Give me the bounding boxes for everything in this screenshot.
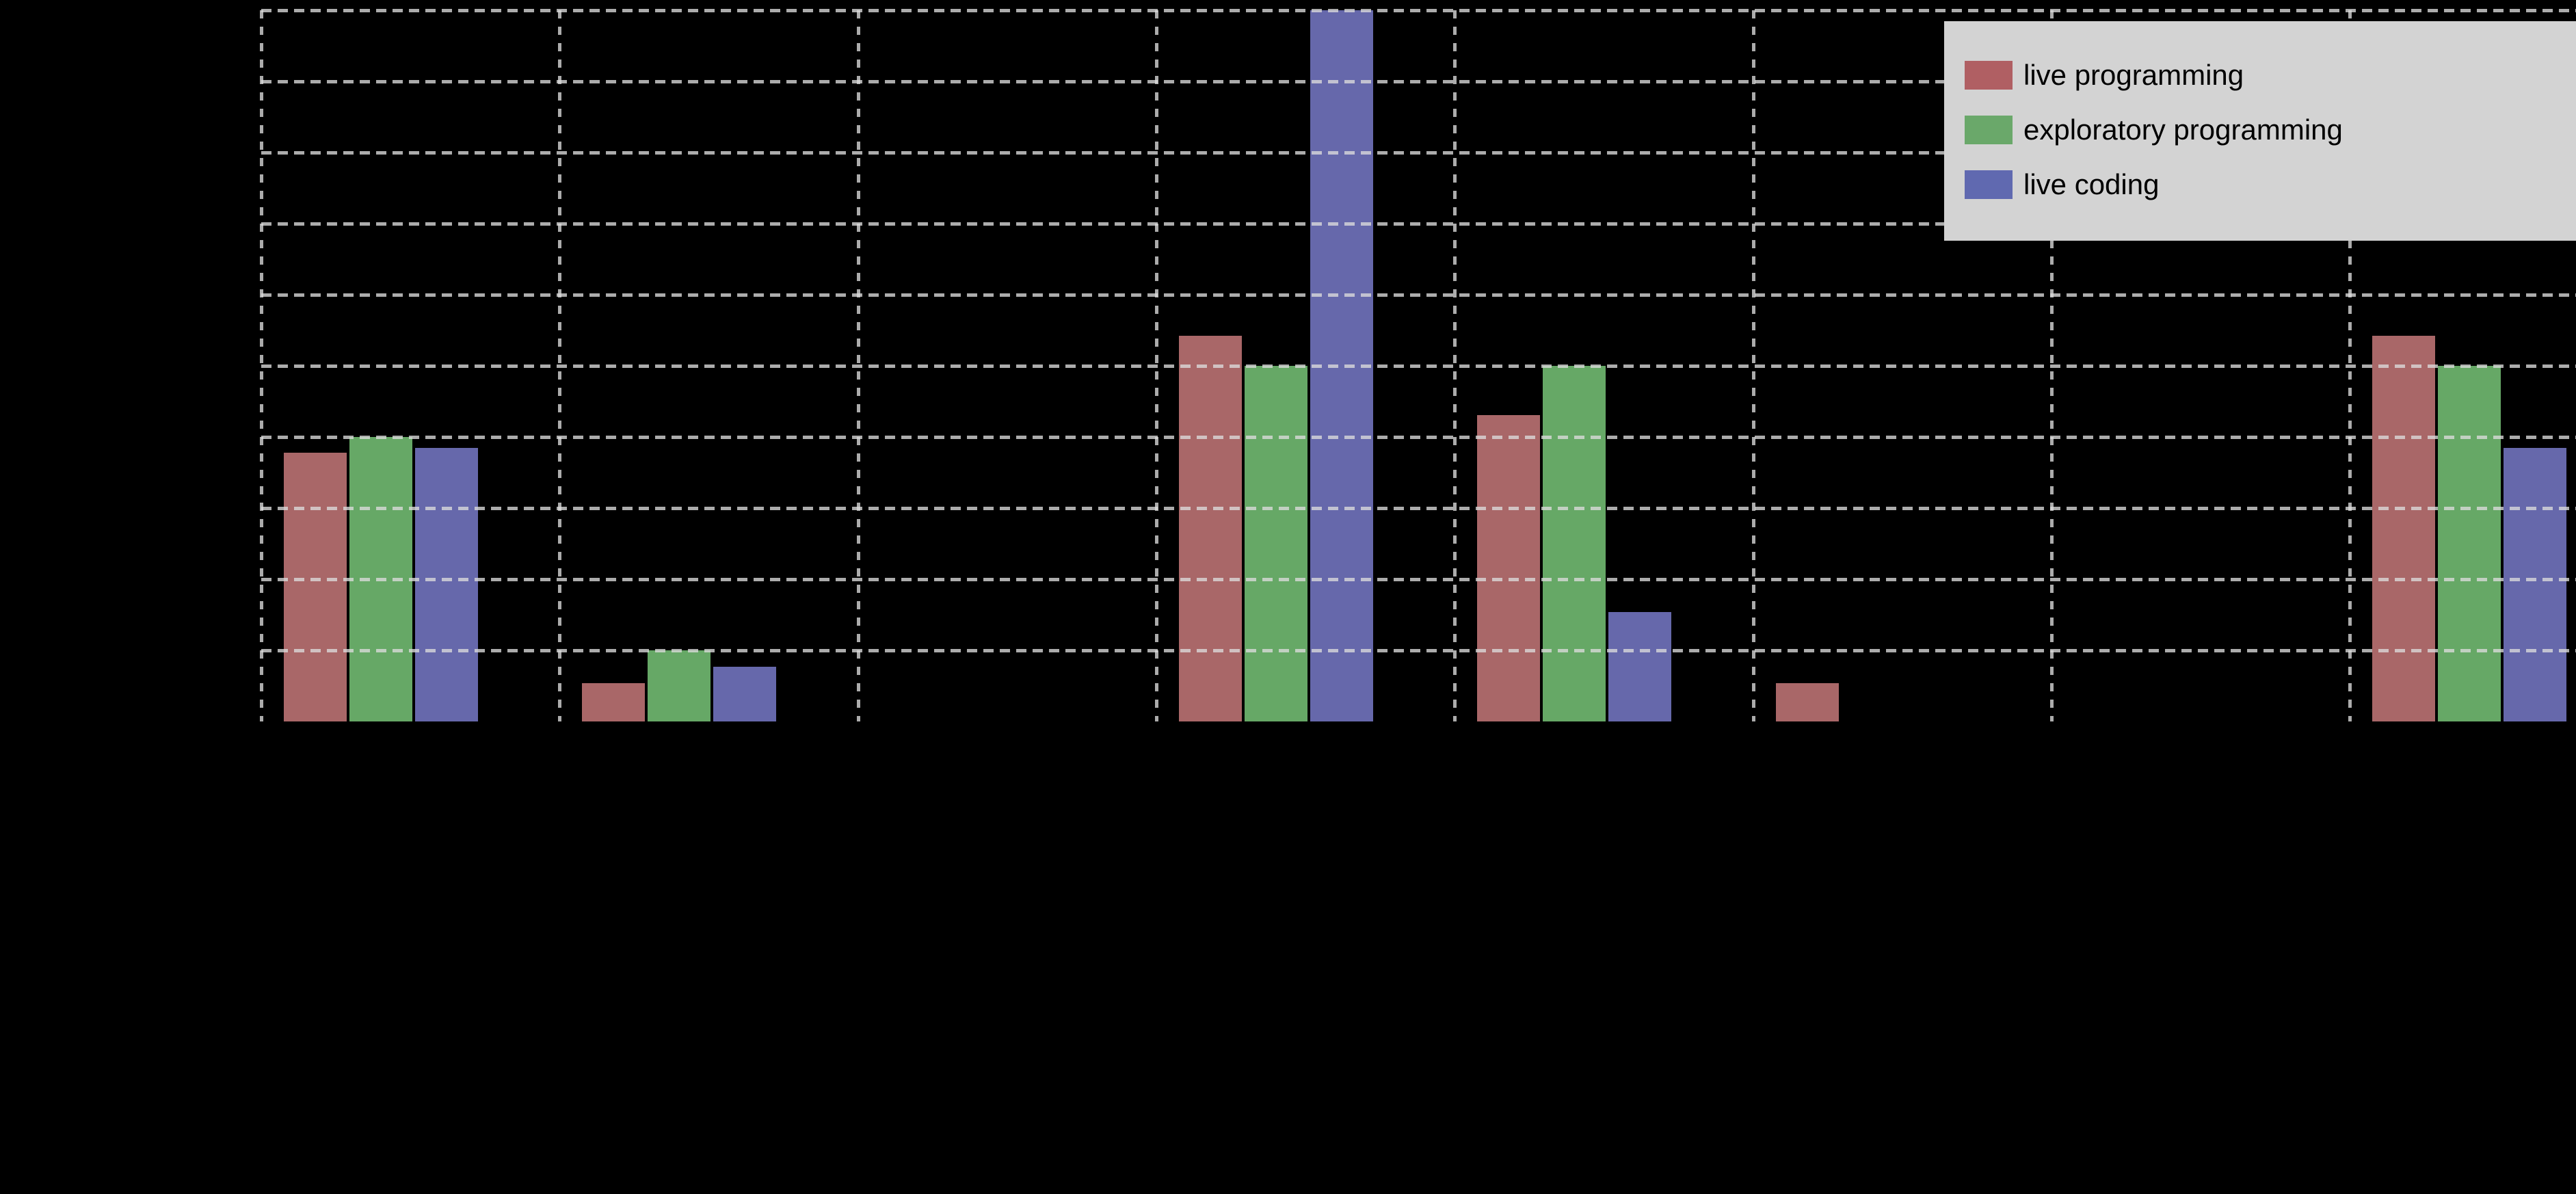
bar-exploratory-programming-cat8 [2438, 366, 2501, 721]
y-gridline [261, 222, 2576, 226]
legend-label-live-programming: live programming [2023, 59, 2244, 91]
x-gridline [857, 10, 860, 721]
x-gridline [2348, 10, 2352, 721]
legend-swatch-live-coding [1965, 170, 2013, 199]
y-gridline [261, 293, 2576, 297]
bar-exploratory-programming-cat5 [1543, 366, 1606, 721]
y-gridline [261, 507, 2576, 510]
y-gridline [261, 578, 2576, 581]
bar-live-coding-cat1 [415, 448, 478, 721]
bar-live-coding-cat5 [1608, 612, 1671, 721]
bar-live-coding-cat8 [2504, 448, 2566, 721]
x-gridline [260, 10, 263, 721]
legend-swatch-live-programming [1965, 61, 2013, 90]
y-gridline [261, 80, 2576, 83]
legend-label-live-coding: live coding [2023, 168, 2160, 200]
y-gridline [261, 151, 2576, 155]
x-gridline [1453, 10, 1457, 721]
legend: live programming exploratory programming… [1944, 21, 2576, 241]
bar-live-programming-cat8 [2372, 336, 2435, 721]
bar-live-programming-cat4 [1179, 336, 1242, 721]
x-gridline [558, 10, 561, 721]
bar-exploratory-programming-cat4 [1245, 366, 1307, 721]
bar-live-programming-cat6 [1776, 683, 1839, 721]
bar-live-programming-cat1 [284, 453, 347, 721]
legend-item-exploratory-programming: exploratory programming [1965, 116, 2576, 144]
bar-live-programming-cat2 [582, 683, 645, 721]
y-gridline [261, 9, 2576, 12]
bar-live-coding-cat2 [713, 667, 776, 721]
x-gridline [1155, 10, 1158, 721]
legend-swatch-exploratory-programming [1965, 116, 2013, 144]
x-gridline [1752, 10, 1755, 721]
legend-item-live-coding: live coding [1965, 170, 2576, 199]
legend-item-live-programming: live programming [1965, 61, 2576, 90]
bar-live-programming-cat5 [1477, 415, 1540, 721]
y-gridline [261, 649, 2576, 652]
bar-exploratory-programming-cat2 [648, 650, 711, 721]
legend-label-exploratory-programming: exploratory programming [2023, 114, 2343, 146]
x-gridline [2050, 10, 2054, 721]
y-gridline [261, 436, 2576, 439]
y-gridline [261, 364, 2576, 368]
